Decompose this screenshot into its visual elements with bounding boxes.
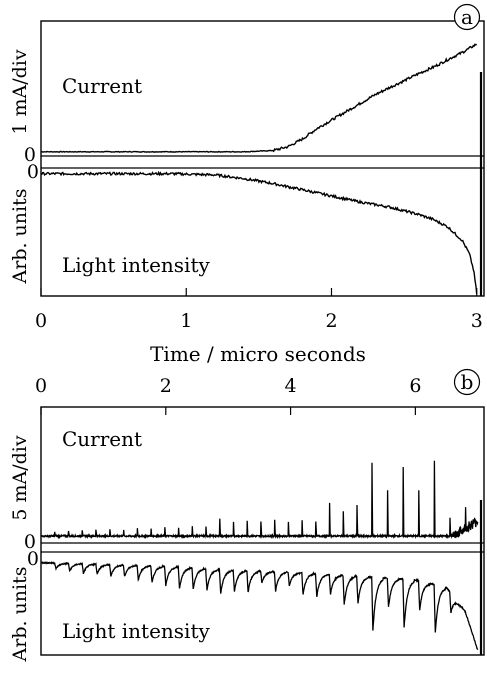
- panel-b-x-tick-label: 6: [409, 375, 421, 397]
- panel-b-frame: [40, 406, 485, 656]
- panel-a-light-line: [40, 170, 478, 295]
- panel-a-upper-ylabel: 1 mA/div: [9, 49, 31, 135]
- panel-b-badge-circle: [453, 368, 481, 396]
- panel-a-light-label: Light intensity: [62, 253, 210, 277]
- panel-b-x-ticks: 0 2 4 6: [35, 375, 421, 415]
- panel-a-x-tick-label: 1: [180, 310, 192, 332]
- panel-b-badge: b: [461, 370, 474, 394]
- panel-a-current-line: [40, 43, 478, 153]
- panel-a-current-label: Current: [62, 74, 142, 98]
- panel-a-x-ticks: 0 1 2 3: [35, 288, 483, 332]
- panel-a-lower-zero: 0: [27, 161, 39, 183]
- panel-a-badge-circle: [453, 3, 481, 31]
- panel-a-x-tick-label: 2: [325, 310, 337, 332]
- panel-a-frame: [40, 20, 485, 297]
- panel-b-upper-ylabel: 5 mA/div: [9, 435, 31, 521]
- panel-b-light-label: Light intensity: [62, 619, 210, 643]
- panel-a-xlabel: Time / micro seconds: [150, 342, 366, 366]
- panel-b-current-line: [40, 460, 479, 540]
- panel-a-x-tick-label: 3: [471, 310, 483, 332]
- panel-a-upper-zero: 0: [24, 144, 36, 166]
- panel-b-current-label: Current: [62, 427, 142, 451]
- panel-b-x-tick-label: 4: [285, 375, 297, 397]
- panel-b-x-tick-label: 0: [35, 375, 47, 397]
- panel-a-lower-ylabel: Arb. units: [9, 189, 31, 285]
- panel-a-x-tick-label: 0: [35, 310, 47, 332]
- panel-a-badge: a: [461, 5, 473, 29]
- panel-b-x-tick-label: 2: [160, 375, 172, 397]
- panel-b-light-line: [40, 560, 479, 651]
- panel-b-lower-zero: 0: [27, 548, 39, 570]
- panel-b-lower-ylabel: Arb. units: [9, 567, 31, 663]
- panel-b-upper-zero: 0: [24, 531, 36, 553]
